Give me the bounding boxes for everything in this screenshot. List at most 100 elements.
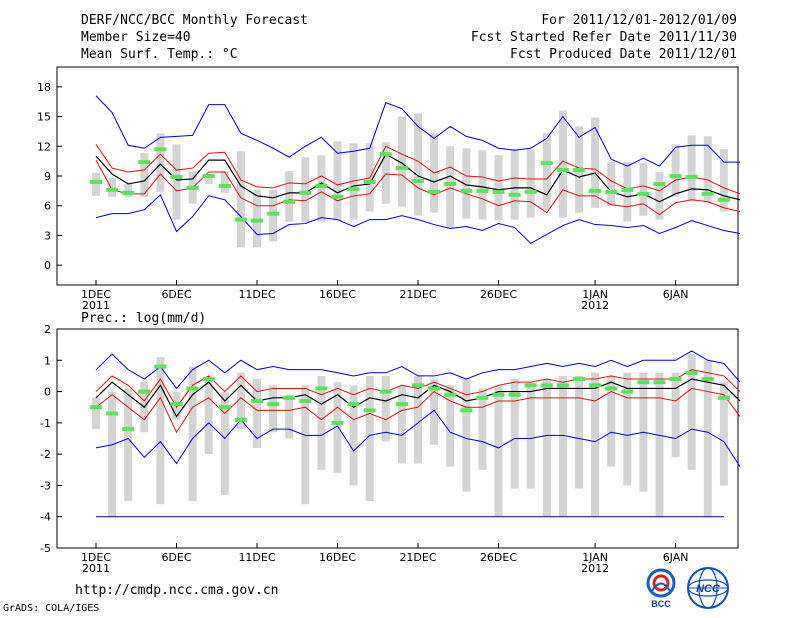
temp-median-marker [524,189,537,194]
prec-lower-std-line [95,387,741,434]
member-size: Member Size=40 [81,30,191,45]
prec-ensemble-box [365,375,374,502]
prec-frame [56,328,739,549]
variable-label: Mean Surf. Temp.: °C [81,47,238,62]
temp-ensemble-box [542,133,551,210]
prec-ensemble-box [542,379,551,517]
temp-ensemble-box [494,155,503,221]
prec-ensemble-box [236,372,245,430]
temp-ytick-label: 0 [44,259,51,272]
temp-ytick-label: 18 [37,81,51,94]
temp-median-marker [508,192,521,197]
temp-ensemble-box [108,177,117,197]
prec-xtick-label: 16DEC [319,551,356,564]
temp-median-marker [379,152,392,157]
svg-text:NCC: NCC [696,583,721,595]
prec-median-marker [460,408,473,413]
forecast-start-date: Fcst Started Refer Date 2011/11/30 [470,30,737,45]
temp-median-marker [395,166,408,171]
prec-ensemble-box [494,385,503,517]
source-url[interactable]: http://cmdp.ncc.cma.gov.cn [75,583,279,598]
prec-median-marker [122,427,135,432]
temp-ensemble-box [607,162,616,206]
temp-median-marker [138,160,151,165]
prec-ensemble-box [349,385,358,486]
prec-median-marker [267,402,280,407]
prec-ytick-label: -4 [40,511,51,524]
prec-median-marker [717,395,730,400]
prec-xtick-year: 2012 [581,562,609,575]
temp-max-line [95,95,740,167]
prec-median-marker [395,402,408,407]
prec-median-marker [363,408,376,413]
temp-ensemble-box [92,173,100,196]
temp-median-marker [701,191,714,196]
temp-median-marker [251,218,263,223]
prec-ensemble-box [478,388,487,470]
prec-ensemble-box [607,375,616,467]
grads-credit: GrADS: COLA/IGES [3,603,100,614]
temp-median-marker [106,187,119,192]
temp-ensemble-box [333,141,342,221]
prec-max-line [95,350,741,390]
prec-xtick-label: 1JAN [582,551,608,564]
temp-median-marker [218,183,231,188]
temp-ensemble-box [671,144,680,197]
prec-median-marker [492,392,505,397]
temp-ensemble-box [687,135,696,201]
temp-median-marker [717,197,730,202]
ncc-logo: NCC [687,567,729,609]
prec-min-line [95,409,741,467]
temp-xtick-label: 1DEC [81,288,111,301]
forecast-produced-date: Fcst Produced Date 2011/12/01 [510,47,737,62]
temp-ensemble-box [317,155,326,222]
temp-min-line [95,193,741,245]
prec-ensemble-box [462,379,471,492]
prec-ensemble-box [526,382,535,489]
prec-median-marker [428,386,441,391]
temp-median-marker [476,188,489,193]
temp-median-marker [460,188,473,193]
temp-ytick-label: 6 [44,200,51,213]
prec-ensemble-box [381,375,390,442]
temp-median-marker [299,190,312,195]
temp-median-marker [556,168,569,173]
prec-median-marker [315,386,328,391]
prec-median-marker [331,420,344,425]
prec-ytick-label: 0 [44,386,51,399]
temp-ensemble-box [397,116,406,207]
temp-xtick-label: 26DEC [480,288,517,301]
temp-median-marker [202,174,215,178]
prec-ensemble-box [703,360,712,517]
chart-title: DERF/NCC/BCC Monthly Forecast [81,13,308,28]
temp-median-marker [122,190,135,195]
temp-ytick-label: 3 [44,229,51,242]
temp-ensemble-box [301,157,310,223]
temp-ensemble-box [172,144,181,220]
temp-xtick-year: 2011 [82,299,110,312]
prec-ensemble-box [655,372,664,517]
temp-median-marker [347,186,360,191]
prec-median-marker [283,395,296,400]
temp-ytick-label: 12 [37,140,51,153]
temp-ensemble-box [510,149,519,220]
prec-ensemble-box [397,385,406,464]
temp-median-marker [589,188,602,193]
prec-median-marker [186,386,199,391]
temp-median-marker [669,174,682,178]
prec-ensemble-box [446,385,455,467]
temp-median-marker [234,217,247,222]
prec-median-marker [556,383,569,388]
temp-xtick-year: 2012 [581,299,609,312]
prec-ensemble-box [687,354,696,470]
prec-ytick-label: 1 [44,354,51,367]
prec-median-marker [621,389,634,394]
temp-median-marker [283,199,296,204]
prec-panel-title: Prec.: log(mm/d) [81,311,206,326]
temp-median-marker [540,161,553,166]
prec-median-marker [379,389,392,394]
temp-mean-line [95,153,741,203]
temp-median-marker [573,168,585,173]
prec-mean-line [95,378,741,418]
